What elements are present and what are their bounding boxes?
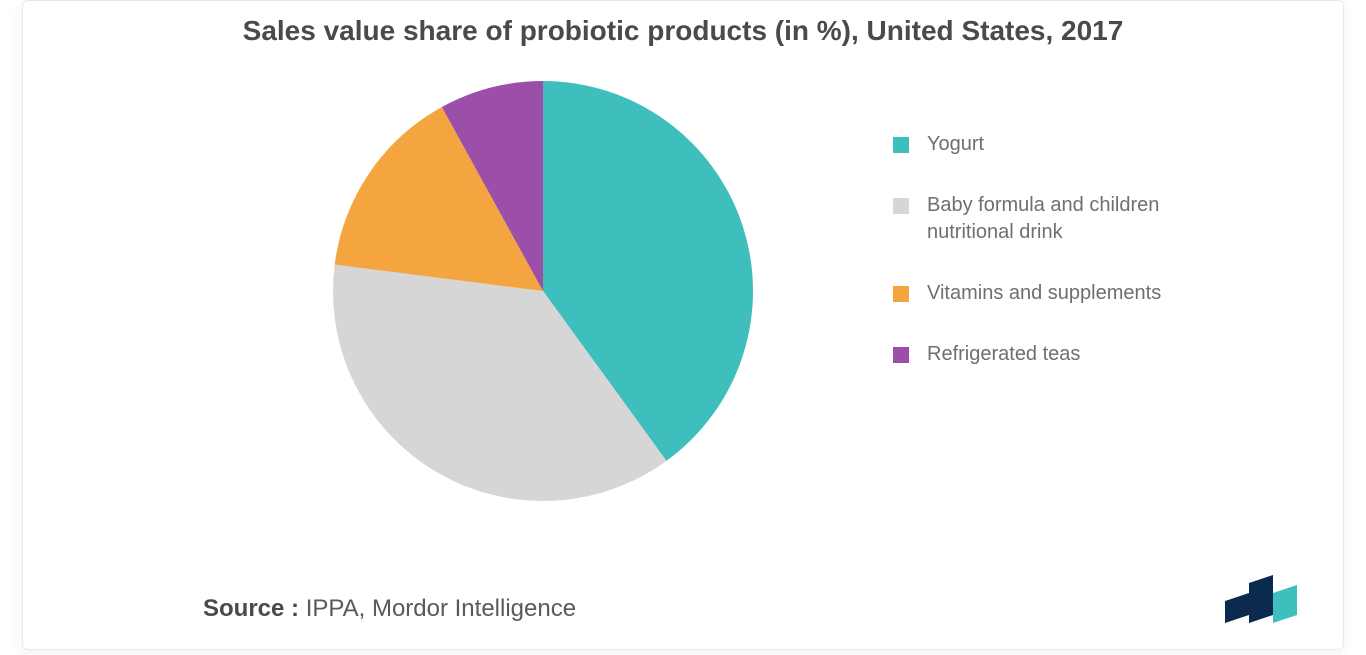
brand-logo-svg	[1225, 573, 1303, 625]
legend-label: Vitamins and supplements	[927, 280, 1161, 307]
source-label: Source :	[203, 595, 299, 622]
legend-label: Yogurt	[927, 131, 984, 158]
logo-bar	[1225, 593, 1249, 623]
legend-swatch	[893, 198, 909, 214]
pie-chart	[323, 71, 763, 511]
brand-logo	[1225, 573, 1303, 625]
logo-bar	[1249, 575, 1273, 623]
chart-title: Sales value share of probiotic products …	[23, 1, 1343, 47]
pie-chart-svg	[323, 71, 763, 511]
legend: Yogurt Baby formula and children nutritio…	[893, 131, 1233, 402]
chart-card: Sales value share of probiotic products …	[22, 0, 1344, 650]
legend-swatch	[893, 137, 909, 153]
legend-item: Baby formula and children nutritional dr…	[893, 192, 1233, 246]
logo-bar	[1273, 585, 1297, 623]
legend-label: Refrigerated teas	[927, 341, 1080, 368]
legend-item: Refrigerated teas	[893, 341, 1233, 368]
legend-item: Yogurt	[893, 131, 1233, 158]
source-line: Source : IPPA, Mordor Intelligence	[203, 595, 576, 623]
legend-label: Baby formula and children nutritional dr…	[927, 192, 1233, 246]
legend-swatch	[893, 286, 909, 302]
legend-item: Vitamins and supplements	[893, 280, 1233, 307]
source-text: IPPA, Mordor Intelligence	[306, 595, 576, 622]
legend-swatch	[893, 347, 909, 363]
